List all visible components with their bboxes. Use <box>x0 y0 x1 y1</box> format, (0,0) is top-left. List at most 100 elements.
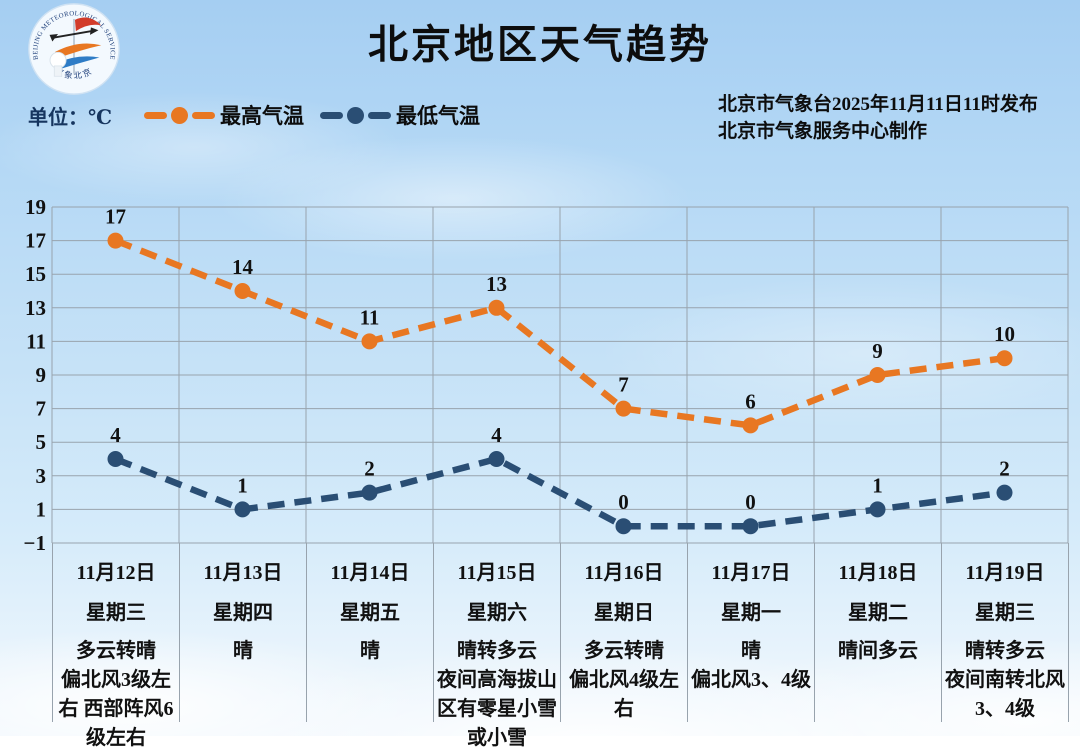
legend-item-low: 最低气温 <box>319 100 480 130</box>
issue-line-2: 北京市气象服务中心制作 <box>718 121 928 142</box>
logo-vane-feather <box>49 33 59 42</box>
high-temp-value: 9 <box>872 339 883 363</box>
weather-description-line: 晴间多云 <box>838 640 918 662</box>
low-temp-value: 4 <box>491 423 502 447</box>
day-column: 11月15日 星期六 晴转多云 夜间高海拔山区有零星小雪或小雪 <box>434 543 561 749</box>
high-temp-point <box>869 367 886 383</box>
weekday-label: 星期三 <box>86 602 146 624</box>
high-temp-value: 13 <box>486 272 507 296</box>
weather-description: 多云转晴偏北风4级左右 <box>562 637 686 724</box>
low-temp-value: 2 <box>364 457 375 481</box>
unit-label: 单位：℃ <box>28 106 112 129</box>
low-temp-value: 2 <box>999 457 1010 481</box>
high-temp-point <box>615 400 632 417</box>
high-temp-point <box>996 350 1013 367</box>
legend-label-high: 最高气温 <box>219 104 304 128</box>
logo-wind-vane <box>53 30 92 39</box>
y-tick-label: 13 <box>25 296 46 320</box>
high-temp-value: 10 <box>994 322 1015 346</box>
high-temp-value: 14 <box>232 255 254 279</box>
low-temp-point <box>107 451 124 467</box>
low-temp-value: 1 <box>872 473 883 497</box>
date-label: 11月18日 <box>838 562 918 584</box>
high-temp-value: 6 <box>745 389 756 413</box>
logo-orange-swoosh <box>55 43 102 59</box>
weekday-label: 星期一 <box>721 602 781 624</box>
high-temp-point <box>488 299 505 316</box>
logo-vane-dart <box>89 27 99 35</box>
x-axis-labels: 11月12日 星期三 多云转晴 偏北风3级左右 西部阵风6级左右 11月13日 星期四晴 1… <box>52 543 1069 749</box>
issue-line-1: 北京市气象台2025年11月11日11时发布 <box>718 94 1038 115</box>
legend-item-high: 最高气温 <box>143 100 304 130</box>
weather-description: 晴 <box>181 637 305 666</box>
low-temp-line-icon <box>319 106 391 124</box>
weekday-label: 星期六 <box>467 602 527 624</box>
day-column: 11月14日 星期五晴 <box>307 543 434 722</box>
y-tick-label: 9 <box>36 363 47 387</box>
y-tick-label: 15 <box>25 262 46 286</box>
low-temp-value: 0 <box>745 490 756 514</box>
high-temp-value: 7 <box>618 373 629 397</box>
day-column: 11月12日 星期三多云转晴偏北风3级左右 西部阵风6级左右 <box>53 543 180 749</box>
legend-label-low: 最低气温 <box>395 104 480 128</box>
issue-info: 北京市气象台2025年11月11日11时发布 北京市气象服务中心制作 <box>718 91 1038 145</box>
weather-description-line: 偏北风3级左右 西部阵风6级左右 <box>58 669 174 749</box>
high-temp-line-icon <box>143 106 215 124</box>
logo-observatory-tower <box>53 65 63 77</box>
low-temp-point <box>361 484 378 501</box>
day-column: 11月18日 星期二 晴间多云 <box>815 543 942 722</box>
meteorological-service-logo: BEIJING METEOROLOGICAL SERVICE 气象北京 <box>28 3 120 95</box>
date-label: 11月16日 <box>584 562 664 584</box>
high-temp-point <box>742 417 759 434</box>
y-tick-label: 3 <box>36 464 47 488</box>
low-temp-value: 4 <box>110 423 121 447</box>
day-column: 11月19日 星期三晴转多云夜间南转北风3、4级 <box>942 543 1069 722</box>
logo-blue-swoosh <box>56 56 100 70</box>
y-tick-label: 7 <box>36 397 47 421</box>
low-temp-point <box>615 518 632 535</box>
weather-description: 晴偏北风3、4级 <box>689 637 813 695</box>
day-column: 11月13日 星期四晴 <box>180 543 307 722</box>
weekday-label: 星期五 <box>340 602 400 624</box>
y-tick-label: 17 <box>25 229 46 253</box>
high-temp-point <box>361 333 378 350</box>
high-temp-point <box>234 283 251 299</box>
weather-description-line: 偏北风4级左右 <box>569 669 679 720</box>
date-label: 11月19日 <box>965 562 1045 584</box>
weather-description-line: 晴 <box>741 640 761 662</box>
day-column: 11月16日 星期日多云转晴偏北风4级左右 <box>561 543 688 722</box>
low-temp-value: 1 <box>237 473 248 497</box>
weather-description: 晴间多云 <box>816 637 940 666</box>
low-temp-point <box>488 451 505 467</box>
weather-description-line: 晴 <box>233 640 253 662</box>
weekday-label: 星期三 <box>975 602 1035 624</box>
weather-description-line: 晴转多云 <box>965 640 1045 662</box>
y-tick-label: 11 <box>26 329 46 353</box>
low-temp-point <box>869 501 886 518</box>
date-label: 11月13日 <box>203 562 283 584</box>
weather-description-line: 夜间高海拔山区有零星小雪或小雪 <box>437 669 557 749</box>
weather-description-line: 多云转晴 <box>584 640 664 662</box>
date-label: 11月12日 <box>76 562 156 584</box>
low-temp-line <box>114 455 1005 530</box>
low-temp-point <box>996 484 1013 501</box>
weather-description: 晴转多云夜间南转北风3、4级 <box>943 637 1067 724</box>
y-tick-label: −1 <box>24 531 46 555</box>
logo-bottom-text: 气象北京 <box>53 66 94 81</box>
day-column: 11月17日 星期一晴偏北风3、4级 <box>688 543 815 722</box>
weekday-label: 星期日 <box>594 602 654 624</box>
weekday-label: 星期四 <box>213 602 273 624</box>
logo-red-flag <box>74 17 102 32</box>
date-label: 11月17日 <box>711 562 791 584</box>
high-temp-value: 17 <box>105 205 126 229</box>
low-temp-point <box>234 501 251 518</box>
weather-description-line: 夜间南转北风3、4级 <box>945 669 1065 720</box>
page-title: 北京地区天气趋势 <box>368 22 712 67</box>
weather-description-line: 晴 <box>360 640 380 662</box>
weather-description-line: 多云转晴 <box>76 640 156 662</box>
weather-description-line: 晴转多云 <box>457 640 537 662</box>
temperature-trend-chart: 19 17 15 13 11 9 7 5 3 1 −1 17 14 11 13 7 6 9 10 4 1 2 4 0 0 1 2 <box>24 195 1069 555</box>
high-temp-value: 11 <box>360 305 380 329</box>
low-temp-value: 0 <box>618 490 629 514</box>
y-tick-label: 19 <box>25 195 46 219</box>
